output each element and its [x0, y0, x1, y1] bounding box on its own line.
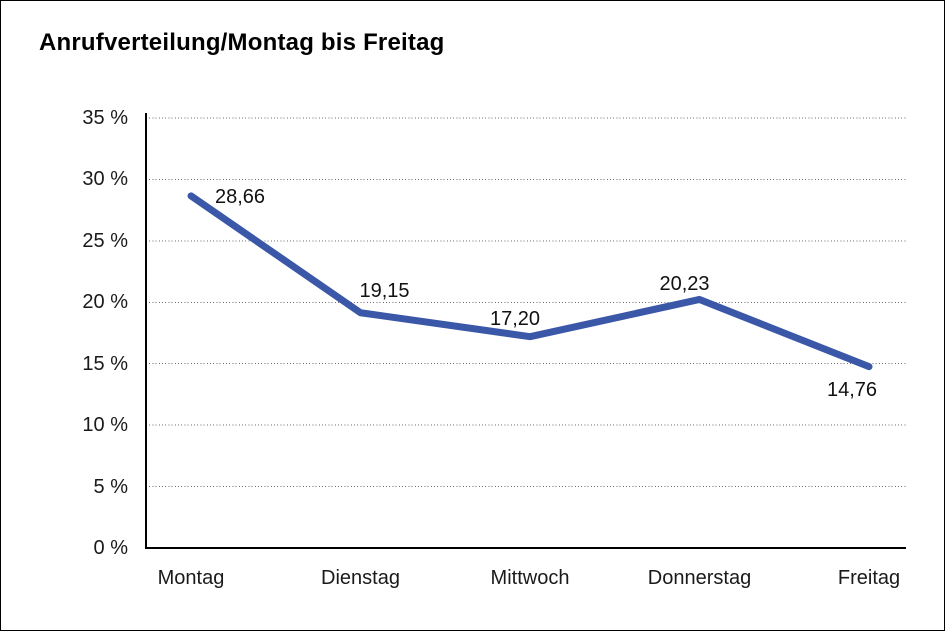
data-point-label: 19,15: [359, 279, 410, 302]
y-tick-label: 15 %: [82, 352, 128, 375]
y-tick-label: 10 %: [82, 414, 128, 437]
data-point-label: 20,23: [659, 273, 710, 296]
y-tick-label: 20 %: [82, 291, 128, 314]
data-point-label: 28,66: [214, 185, 266, 208]
x-category-label: Mittwoch: [490, 567, 570, 589]
data-point-label: 17,20: [489, 307, 541, 330]
y-tick-label: 30 %: [82, 168, 128, 191]
x-category-label: Donnerstag: [647, 567, 752, 589]
y-tick-label: 25 %: [82, 229, 128, 252]
y-tick-label: 35 %: [82, 107, 128, 129]
y-tick-label: 0 %: [93, 537, 128, 559]
x-category-label: Dienstag: [321, 567, 400, 589]
data-line-anrufverteilung: [187, 192, 873, 371]
y-tick-label: 5 %: [93, 475, 128, 498]
x-category-label: Freitag: [837, 567, 901, 589]
chart-title: Anrufverteilung/Montag bis Freitag: [39, 29, 445, 56]
x-category-label: Montag: [157, 567, 225, 589]
data-point-label: 14,76: [826, 378, 878, 401]
